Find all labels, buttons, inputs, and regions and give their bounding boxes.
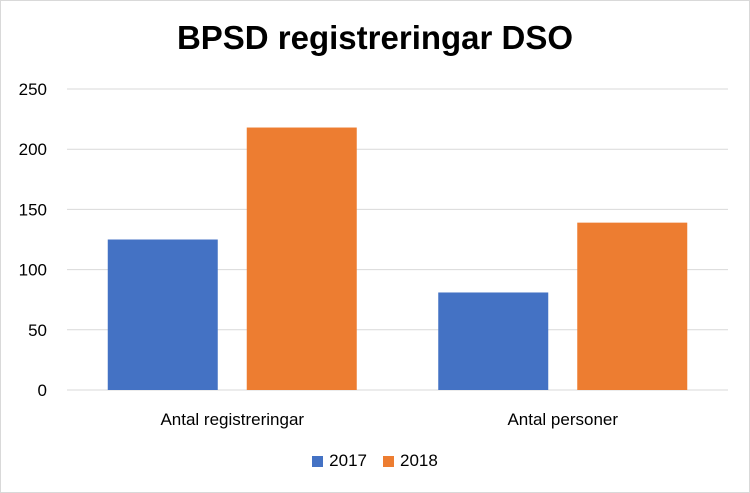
bar-2018-1 <box>577 222 688 390</box>
bar-2017-0 <box>107 239 218 390</box>
x-tick-label-1: Antal personer <box>507 410 618 429</box>
legend-item-2017: 2017 <box>312 451 367 471</box>
bar-2017-1 <box>438 292 549 390</box>
legend-swatch-2018 <box>383 455 394 467</box>
legend-swatch-2017 <box>312 455 324 467</box>
y-tick-label-200: 200 <box>19 140 47 159</box>
y-tick-label-150: 150 <box>19 200 47 219</box>
y-tick-label-50: 50 <box>28 321 47 340</box>
y-tick-label-0: 0 <box>38 381 47 400</box>
y-tick-label-100: 100 <box>19 261 47 280</box>
chart-title: BPSD registreringar DSO <box>176 19 574 56</box>
bar-2018-0 <box>246 127 357 390</box>
legend: 2017 2018 <box>1 451 749 471</box>
y-tick-label-250: 250 <box>19 80 47 99</box>
legend-label-2017: 2017 <box>329 451 367 470</box>
x-tick-label-0: Antal registreringar <box>160 410 304 429</box>
legend-label-2018: 2018 <box>400 451 438 470</box>
legend-item-2018: 2018 <box>383 451 438 471</box>
